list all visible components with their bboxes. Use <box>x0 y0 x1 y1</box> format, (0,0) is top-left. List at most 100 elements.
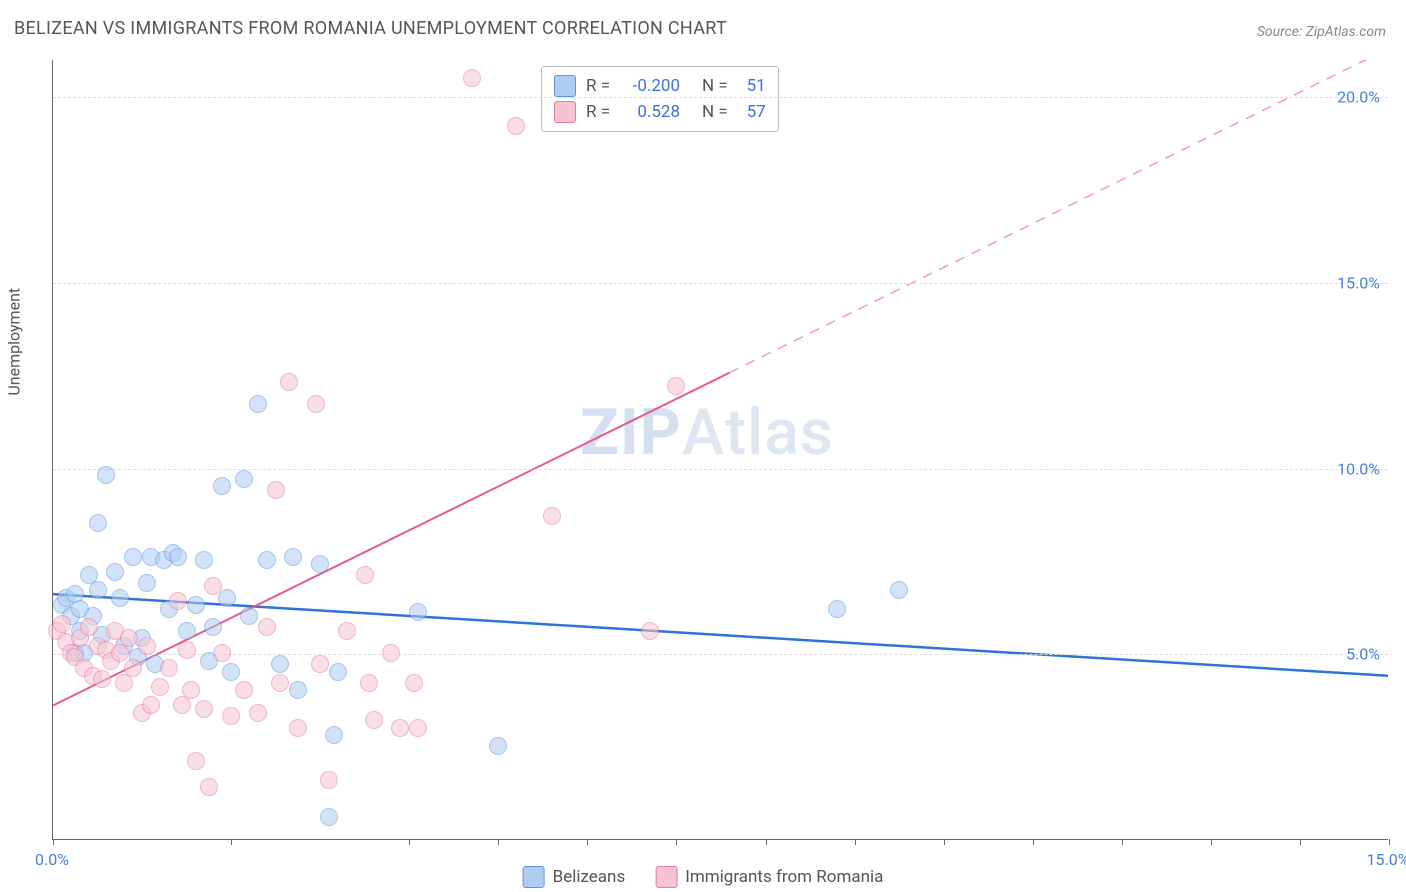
grid-line <box>53 283 1388 284</box>
scatter-point <box>289 681 307 699</box>
scatter-point <box>320 808 338 826</box>
legend-item: Belizeans <box>523 866 626 888</box>
scatter-point <box>235 681 253 699</box>
scatter-point <box>382 644 400 662</box>
scatter-point <box>138 574 156 592</box>
x-tick <box>855 839 856 845</box>
legend-label: Immigrants from Romania <box>685 867 883 887</box>
legend-swatch <box>523 866 545 888</box>
grid-line <box>53 654 1388 655</box>
scatter-point <box>284 548 302 566</box>
legend-bottom: Belizeans Immigrants from Romania <box>523 866 884 888</box>
scatter-point <box>213 477 231 495</box>
x-tick <box>1389 839 1390 845</box>
scatter-point <box>204 577 222 595</box>
scatter-point <box>93 670 111 688</box>
scatter-point <box>142 696 160 714</box>
scatter-point <box>405 674 423 692</box>
y-tick-label: 15.0% <box>1337 273 1380 292</box>
x-tick-label: 15.0% <box>1367 850 1406 869</box>
scatter-point <box>200 778 218 796</box>
scatter-point <box>169 592 187 610</box>
trend-line-dashed <box>729 60 1388 373</box>
scatter-point <box>240 607 258 625</box>
scatter-point <box>89 514 107 532</box>
y-axis-label: Unemployment <box>5 288 24 396</box>
grid-line <box>53 469 1388 470</box>
x-tick <box>676 839 677 845</box>
x-tick <box>1122 839 1123 845</box>
legend-stats-row: R =-0.200N =51 <box>554 73 766 99</box>
scatter-point <box>204 618 222 636</box>
legend-r-value: -0.200 <box>620 76 680 96</box>
x-tick <box>587 839 588 845</box>
legend-stats-box: R =-0.200N =51R =0.528N =57 <box>541 66 779 132</box>
x-tick <box>1033 839 1034 845</box>
scatter-point <box>178 641 196 659</box>
scatter-point <box>222 707 240 725</box>
scatter-point <box>543 507 561 525</box>
scatter-point <box>489 737 507 755</box>
scatter-point <box>169 548 187 566</box>
legend-r-label: R = <box>586 102 610 122</box>
scatter-point <box>178 622 196 640</box>
scatter-point <box>249 395 267 413</box>
legend-r-label: R = <box>586 76 610 96</box>
x-tick <box>766 839 767 845</box>
scatter-point <box>667 377 685 395</box>
trend-lines <box>53 60 1388 839</box>
scatter-point <box>320 771 338 789</box>
scatter-point <box>391 719 409 737</box>
chart-title: BELIZEAN VS IMMIGRANTS FROM ROMANIA UNEM… <box>14 18 727 39</box>
legend-n-label: N = <box>702 76 728 96</box>
scatter-point <box>828 600 846 618</box>
scatter-point <box>311 555 329 573</box>
x-tick <box>53 839 54 845</box>
scatter-point <box>258 551 276 569</box>
scatter-point <box>258 618 276 636</box>
scatter-point <box>195 551 213 569</box>
legend-swatch <box>655 866 677 888</box>
scatter-point <box>138 637 156 655</box>
grid-line <box>53 97 1388 98</box>
legend-item: Immigrants from Romania <box>655 866 883 888</box>
legend-label: Belizeans <box>553 867 626 887</box>
scatter-point <box>641 622 659 640</box>
scatter-point <box>307 395 325 413</box>
scatter-point <box>507 117 525 135</box>
scatter-point <box>187 596 205 614</box>
legend-swatch <box>554 101 576 123</box>
scatter-point <box>53 615 71 633</box>
x-tick <box>409 839 410 845</box>
y-tick-label: 20.0% <box>1337 88 1380 107</box>
scatter-point <box>222 663 240 681</box>
scatter-point <box>106 563 124 581</box>
legend-n-label: N = <box>702 102 728 122</box>
scatter-point <box>289 719 307 737</box>
plot-area: R =-0.200N =51R =0.528N =57 5.0%10.0%15.… <box>52 60 1388 840</box>
x-tick <box>1300 839 1301 845</box>
scatter-point <box>271 674 289 692</box>
source-attribution: Source: ZipAtlas.com <box>1257 24 1386 40</box>
scatter-point <box>187 752 205 770</box>
scatter-point <box>356 566 374 584</box>
y-tick-label: 5.0% <box>1346 645 1380 664</box>
x-tick <box>231 839 232 845</box>
scatter-point <box>409 603 427 621</box>
scatter-point <box>409 719 427 737</box>
scatter-point <box>271 655 289 673</box>
scatter-point <box>249 704 267 722</box>
scatter-point <box>365 711 383 729</box>
scatter-point <box>80 618 98 636</box>
scatter-point <box>235 470 253 488</box>
scatter-point <box>463 69 481 87</box>
scatter-point <box>111 589 129 607</box>
scatter-point <box>329 663 347 681</box>
scatter-point <box>360 674 378 692</box>
scatter-point <box>160 659 178 677</box>
legend-r-value: 0.528 <box>620 102 680 122</box>
scatter-point <box>89 581 107 599</box>
scatter-point <box>124 548 142 566</box>
scatter-point <box>151 678 169 696</box>
x-tick <box>1211 839 1212 845</box>
